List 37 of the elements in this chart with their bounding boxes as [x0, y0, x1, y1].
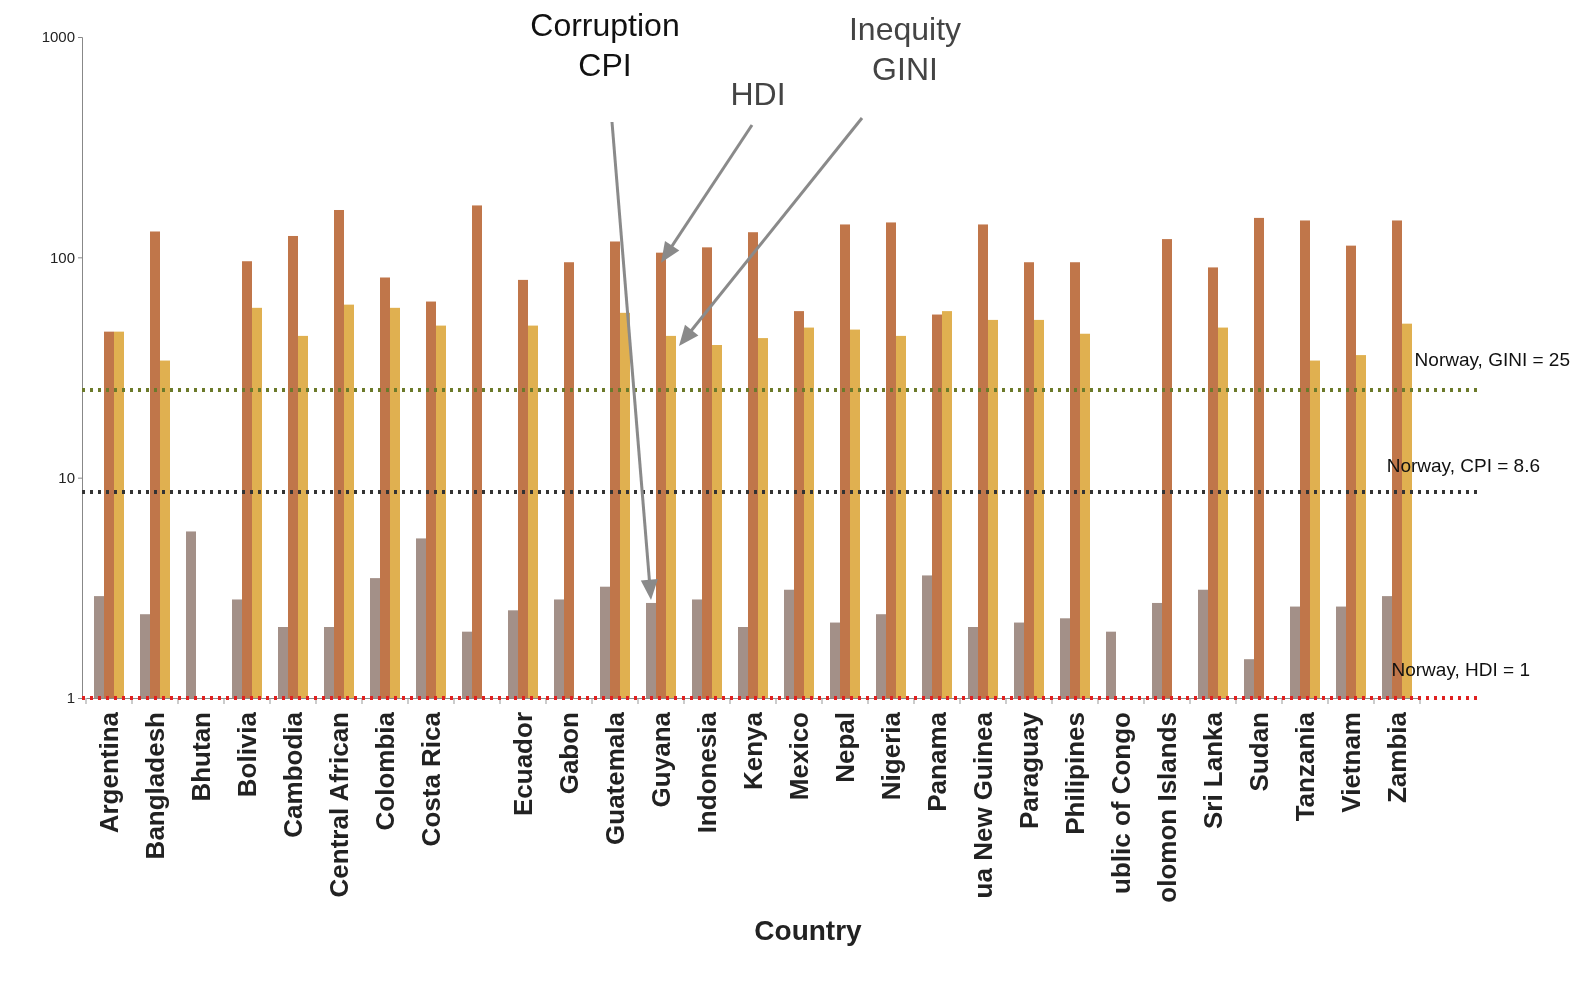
x-tick-label: ua New Guinea — [968, 711, 999, 899]
x-tick-label: Argentina — [94, 711, 125, 834]
x-tick-label: Bhutan — [186, 712, 217, 802]
text: Corruption CPI — [530, 7, 680, 83]
x-tick-label: Nigeria — [876, 711, 907, 801]
x-tick-label: Philipines — [1060, 712, 1091, 835]
x-tick-label: Bangladesh — [140, 712, 171, 860]
x-tick-label: Guatemala — [600, 711, 631, 845]
x-tick-label: Indonesia — [692, 711, 723, 834]
x-tick-label: Costa Rica — [416, 711, 447, 847]
x-tick-label: Mexico — [784, 712, 815, 801]
x-tick-label: Tanzania — [1290, 711, 1321, 822]
x-tick-label: Guyana — [646, 711, 677, 808]
x-tick-label: olomon Islands — [1152, 712, 1183, 903]
ref-line-label: Norway, GINI = 25 — [1414, 348, 1570, 370]
x-tick-label: Vietnam — [1336, 712, 1367, 813]
text: HDI — [730, 76, 786, 112]
x-tick-label: Bolivia — [232, 711, 263, 798]
text: Inequity GINI — [848, 11, 962, 87]
x-tick-label: Sri Lanka — [1198, 711, 1229, 830]
x-tick-label: Paraguay — [1014, 711, 1045, 830]
x-tick-label: Cambodia — [278, 711, 309, 838]
x-tick-label: Kenya — [738, 711, 769, 791]
x-tick-label: Central African — [324, 712, 355, 898]
x-tick-label: Colombia — [370, 711, 401, 831]
x-tick-label: Sudan — [1244, 712, 1275, 792]
x-tick-label: Ecuador — [508, 712, 539, 817]
x-tick-label: Panama — [922, 711, 953, 812]
x-tick-label: Nepal — [830, 712, 861, 783]
x-tick-label: ublic of Congo — [1106, 712, 1137, 894]
y-tick-label: 10 — [58, 468, 75, 486]
x-axis-title: Country — [754, 915, 863, 946]
x-tick-label: Zambia — [1382, 711, 1413, 804]
y-tick-label: 1000 — [41, 28, 75, 46]
y-tick-label: 100 — [49, 248, 75, 266]
x-tick-label: Gabon — [554, 712, 585, 795]
y-tick-label: 1 — [66, 689, 75, 707]
